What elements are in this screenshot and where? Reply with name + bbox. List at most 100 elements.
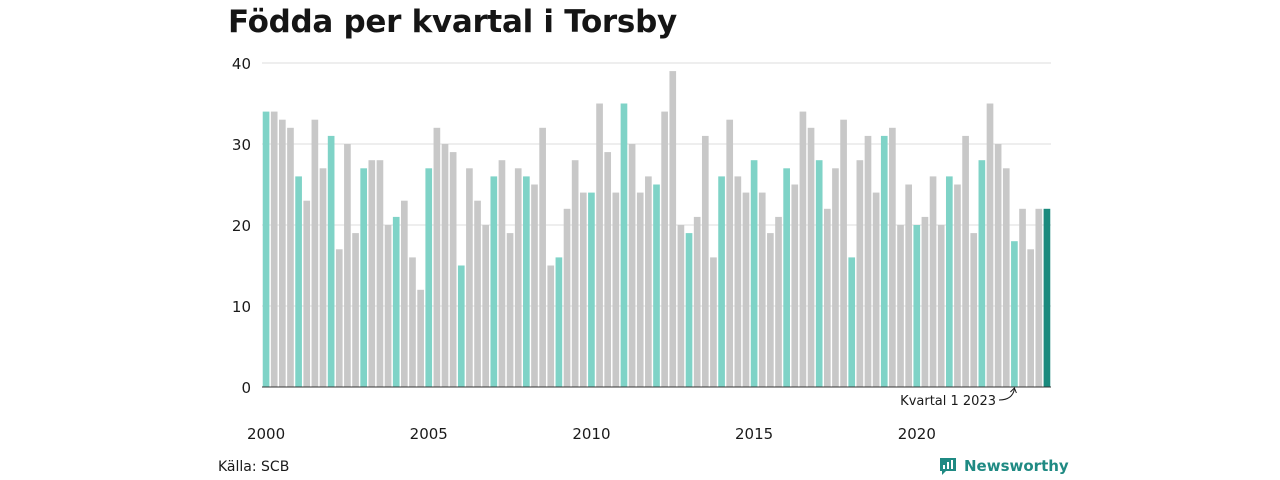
bar [571,160,579,387]
bar [1011,241,1018,387]
bar [815,160,823,387]
bar [783,168,790,387]
bar [767,233,774,387]
bar [986,103,994,387]
page-title: Födda per kvartal i Torsby [228,4,677,40]
y-axis: 0 10 20 30 40 [232,55,251,397]
x-tick-label: 2005 [410,425,448,443]
bar [409,257,416,387]
bar [327,135,335,387]
bar [970,233,978,387]
x-tick-label: 2015 [735,425,773,443]
bar [457,265,465,387]
bar [1019,208,1026,387]
bar [612,192,620,387]
bar [441,144,449,387]
x-axis: 2000 2005 2010 2015 2020 [247,425,936,443]
y-tick-label: 0 [241,379,251,397]
bar [401,200,408,387]
bar [628,144,636,387]
annotation-arrowhead-icon [1010,387,1017,394]
annotation: Kvartal 1 2023 [900,387,1017,409]
bar [287,127,294,388]
bar [596,103,603,387]
bar [295,176,302,387]
bar [466,168,473,387]
bar [506,233,514,387]
bar [547,265,555,387]
bar [693,216,701,387]
bar [750,160,758,387]
bar [344,144,351,387]
y-tick-label: 20 [232,217,251,235]
bar [962,135,969,387]
source-note: Källa: SCB [218,459,290,475]
bar [279,119,286,387]
x-tick-label: 2000 [247,425,285,443]
bar [758,192,766,387]
bar [921,216,929,387]
bar [710,257,717,387]
y-tick-label: 10 [232,298,251,316]
brand-name: Newsworthy [964,457,1069,475]
y-tick-label: 40 [232,55,251,73]
bar [994,144,1002,387]
bar [872,192,880,387]
bar [775,216,782,387]
bar [270,111,278,387]
bar [807,127,815,388]
bar [433,127,441,388]
bar [669,71,677,387]
bar [352,233,359,387]
bar [604,152,612,387]
bar [588,192,595,387]
bar [474,200,481,387]
bar [905,184,912,387]
bar [1027,249,1034,387]
bar [880,135,888,387]
bar [563,208,571,387]
y-tick-label: 30 [232,136,251,154]
bar [311,119,319,387]
bar [929,176,937,387]
bar [897,225,904,387]
bar [791,184,799,387]
bar [685,233,693,387]
bar [856,160,864,387]
bar [482,225,490,387]
bar [832,168,839,387]
bar [864,135,872,387]
bar [718,176,725,387]
bar-latest [1043,208,1051,387]
bar [661,111,668,387]
bar [889,127,896,388]
bar [360,168,368,387]
bar [734,176,742,387]
bar [531,184,538,387]
bar [823,208,831,387]
bar [937,225,945,387]
bar [392,216,400,387]
bar [1002,168,1010,387]
bar [742,192,750,387]
bar [498,160,506,387]
bar [726,119,734,387]
bar [913,225,921,387]
bar [539,127,546,388]
newsworthy-logo-icon [940,458,956,475]
bar [555,257,563,387]
bar [490,176,498,387]
bar [978,160,986,387]
bar [335,249,343,387]
bar [840,119,847,387]
bar [425,168,433,387]
bar [303,200,311,387]
x-tick-label: 2020 [898,425,936,443]
annotation-arrow-icon [998,388,1015,401]
bar [262,111,270,387]
bar [1035,208,1043,387]
bars [262,71,1051,388]
brand[interactable]: Newsworthy [938,456,1069,476]
bar [645,176,652,387]
